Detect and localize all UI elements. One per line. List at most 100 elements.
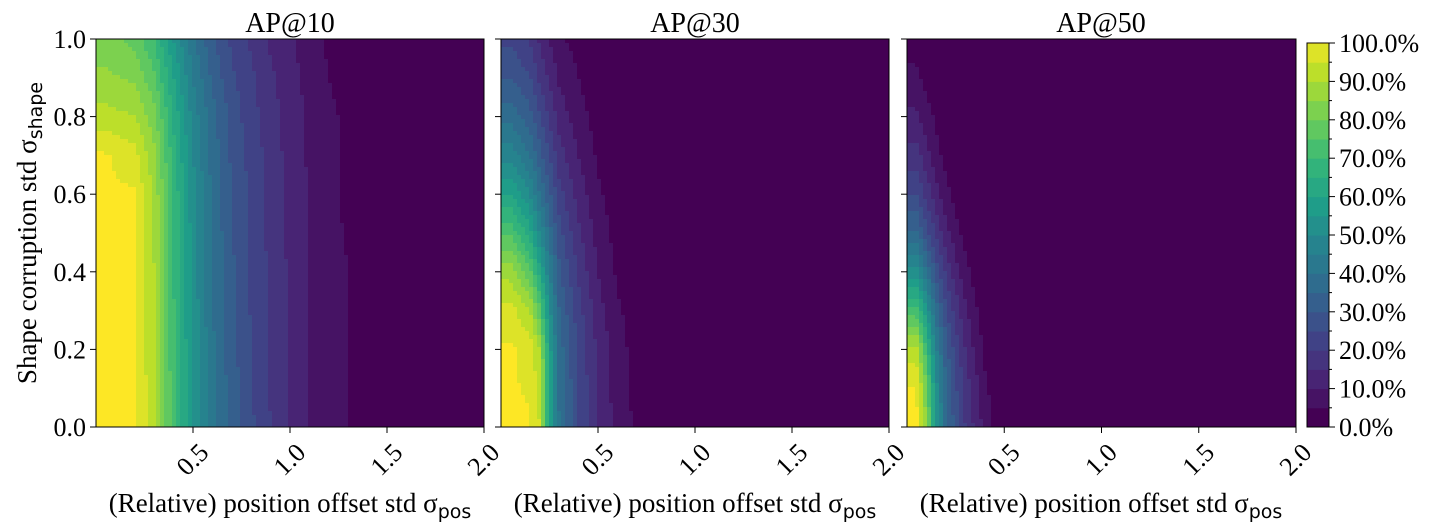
contour-cell [412,215,417,220]
contour-cell [224,67,229,72]
contour-cell [252,51,257,56]
contour-cell [348,75,353,80]
contour-cell [136,167,141,172]
contour-cell [180,123,185,128]
contour-cell [172,179,177,184]
contour-cell [116,159,121,164]
contour-cell [468,99,473,104]
contour-cell [420,107,425,112]
contour-cell [144,155,149,160]
contour-cell [148,211,153,216]
contour-cell [440,87,445,92]
contour-cell [480,123,484,128]
contour-cell [248,187,253,192]
contour-cell [284,79,289,84]
contour-cell [440,191,445,196]
contour-cell [404,219,409,224]
contour-cell [208,87,213,92]
contour-cell [440,59,445,64]
contour-cell [424,207,429,212]
contour-cell [288,123,293,128]
contour-cell [276,219,281,224]
contour-cell [392,115,397,120]
contour-cell [360,159,365,164]
contour-cell [356,71,361,76]
contour-cell [112,47,117,52]
contour-cell [468,179,473,184]
contour-cell [364,147,369,152]
contour-cell [292,99,297,104]
contour-cell [448,223,453,228]
contour-cell [156,59,161,64]
contour-cell [256,207,261,212]
contour-cell [196,55,201,60]
contour-cell [180,83,185,88]
contour-cell [180,67,185,72]
contour-cell [332,71,337,76]
contour-cell [372,63,377,68]
contour-cell [388,231,393,236]
contour-cell [184,203,189,208]
contour-cell [460,79,465,84]
contour-cell [108,207,113,212]
contour-cell [172,111,177,116]
contour-cell [300,91,305,96]
contour-cell [460,107,465,112]
contour-cell [456,43,461,48]
contour-cell [356,179,361,184]
contour-cell [320,131,325,136]
contour-cell [296,195,301,200]
contour-cell [332,115,337,120]
contour-cell [288,155,293,160]
contour-cell [480,159,484,164]
contour-cell [376,79,381,84]
contour-cell [352,191,357,196]
contour-cell [376,47,381,52]
contour-cell [264,107,269,112]
contour-cell [252,191,257,196]
contour-cell [264,91,269,96]
contour-cell [344,99,349,104]
contour-cell [196,199,201,204]
contour-cell [452,175,457,180]
contour-cell [132,55,137,60]
contour-cell [120,87,125,92]
contour-cell [272,175,277,180]
contour-cell [464,179,469,184]
contour-cell [432,151,437,156]
contour-cell [316,91,321,96]
contour-cell [200,47,205,52]
contour-cell [248,139,253,144]
contour-cell [412,199,417,204]
contour-cell [104,51,109,56]
contour-cell [472,67,477,72]
contour-cell [244,199,249,204]
contour-cell [428,83,433,88]
contour-cell [368,227,373,232]
contour-cell [272,107,277,112]
contour-cell [440,159,445,164]
contour-cell [444,55,449,60]
contour-cell [168,87,173,92]
contour-cell [128,115,133,120]
contour-cell [244,151,249,156]
contour-cell [312,155,317,160]
contour-cell [424,195,429,200]
contour-cell [208,143,213,148]
contour-cell [424,91,429,96]
contour-cell [136,127,141,132]
contour-cell [260,107,265,112]
contour-cell [444,175,449,180]
contour-cell [436,159,441,164]
contour-cell [196,239,201,244]
contour-cell [208,139,213,144]
contour-cell [396,219,401,224]
contour-cell [464,155,469,160]
contour-cell [388,87,393,92]
contour-cell [392,171,397,176]
contour-cell [140,39,145,44]
contour-cell [136,151,141,156]
contour-cell [208,99,213,104]
contour-cell [276,143,281,148]
contour-cell [132,175,137,180]
